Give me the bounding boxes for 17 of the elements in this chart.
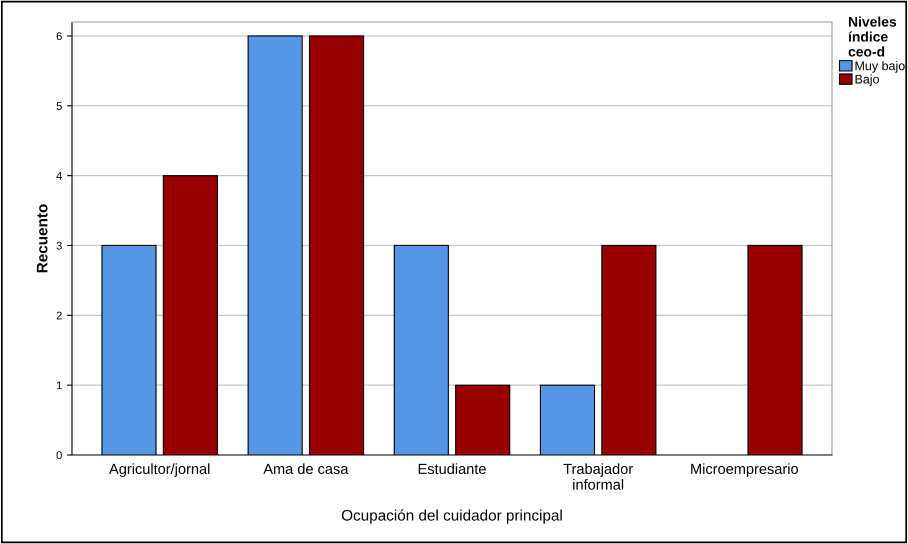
y-tick-label: 0 bbox=[56, 451, 62, 460]
y-tick-label: 2 bbox=[56, 312, 62, 320]
x-tick-label: Microempresario bbox=[691, 463, 798, 477]
legend-title: Niveles índice ceo-d bbox=[848, 16, 896, 57]
y-tick-label: 4 bbox=[56, 172, 62, 180]
x-tick-label: Trabajador informal bbox=[563, 463, 633, 490]
y-tick-label: 1 bbox=[56, 382, 62, 390]
legend-label: Muy bajo bbox=[856, 61, 905, 73]
y-tick-label: 6 bbox=[56, 32, 62, 40]
x-axis-title: Ocupación del cuidador principal bbox=[342, 509, 562, 524]
x-tick-label: Ama de casa bbox=[263, 463, 348, 474]
y-tick-label: 5 bbox=[56, 102, 62, 110]
x-tick-label: Estudiante bbox=[418, 463, 486, 474]
y-tick-label: 3 bbox=[56, 242, 62, 250]
x-tick-label: Agricultor/jornal bbox=[109, 463, 210, 477]
legend-label: Bajo bbox=[856, 74, 879, 86]
y-axis-title: Recuento bbox=[36, 204, 48, 272]
